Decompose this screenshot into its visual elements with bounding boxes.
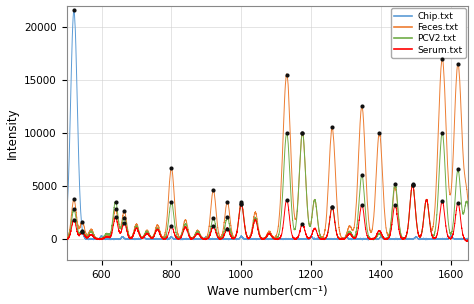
Serum.txt [464, 240, 469, 243]
PCV2.txt [325, 231, 331, 234]
Chip.txt [137, 237, 143, 240]
Serum.txt [217, 237, 223, 240]
PCV2.txt [137, 233, 142, 237]
Serum.txt [465, 239, 471, 242]
Chip.txt [325, 237, 331, 241]
Chip.txt [305, 237, 310, 241]
X-axis label: Wave number(cm⁻¹): Wave number(cm⁻¹) [207, 285, 328, 299]
Line: Chip.txt: Chip.txt [66, 10, 468, 240]
Line: PCV2.txt: PCV2.txt [66, 132, 468, 240]
Chip.txt [394, 237, 400, 241]
PCV2.txt [370, 238, 376, 242]
Legend: Chip.txt, Feces.txt, PCV2.txt, Serum.txt: Chip.txt, Feces.txt, PCV2.txt, Serum.txt [391, 8, 466, 58]
PCV2.txt [394, 196, 400, 199]
Serum.txt [394, 212, 400, 216]
Line: Feces.txt: Feces.txt [66, 58, 468, 240]
Serum.txt [325, 230, 331, 234]
Chip.txt [364, 237, 369, 241]
PCV2.txt [305, 209, 310, 212]
Feces.txt [64, 237, 69, 240]
Serum.txt [64, 236, 69, 240]
PCV2.txt [217, 237, 223, 241]
Chip.txt [64, 217, 69, 221]
Chip.txt [365, 238, 371, 242]
Y-axis label: Intensity: Intensity [6, 107, 18, 159]
Feces.txt [305, 209, 310, 213]
Serum.txt [305, 236, 310, 240]
Feces.txt [95, 238, 101, 241]
Serum.txt [410, 183, 415, 186]
Chip.txt [71, 9, 77, 12]
Chip.txt [218, 238, 223, 241]
Line: Serum.txt: Serum.txt [66, 185, 468, 241]
Serum.txt [137, 233, 142, 237]
Feces.txt [439, 56, 445, 60]
PCV2.txt [465, 208, 471, 212]
Feces.txt [137, 232, 143, 235]
Serum.txt [364, 231, 369, 235]
Feces.txt [394, 198, 400, 202]
PCV2.txt [64, 237, 69, 240]
Feces.txt [325, 189, 331, 193]
PCV2.txt [439, 130, 445, 134]
PCV2.txt [364, 221, 369, 225]
Feces.txt [364, 185, 369, 188]
Feces.txt [218, 235, 223, 239]
Feces.txt [465, 204, 471, 207]
Chip.txt [465, 237, 471, 241]
